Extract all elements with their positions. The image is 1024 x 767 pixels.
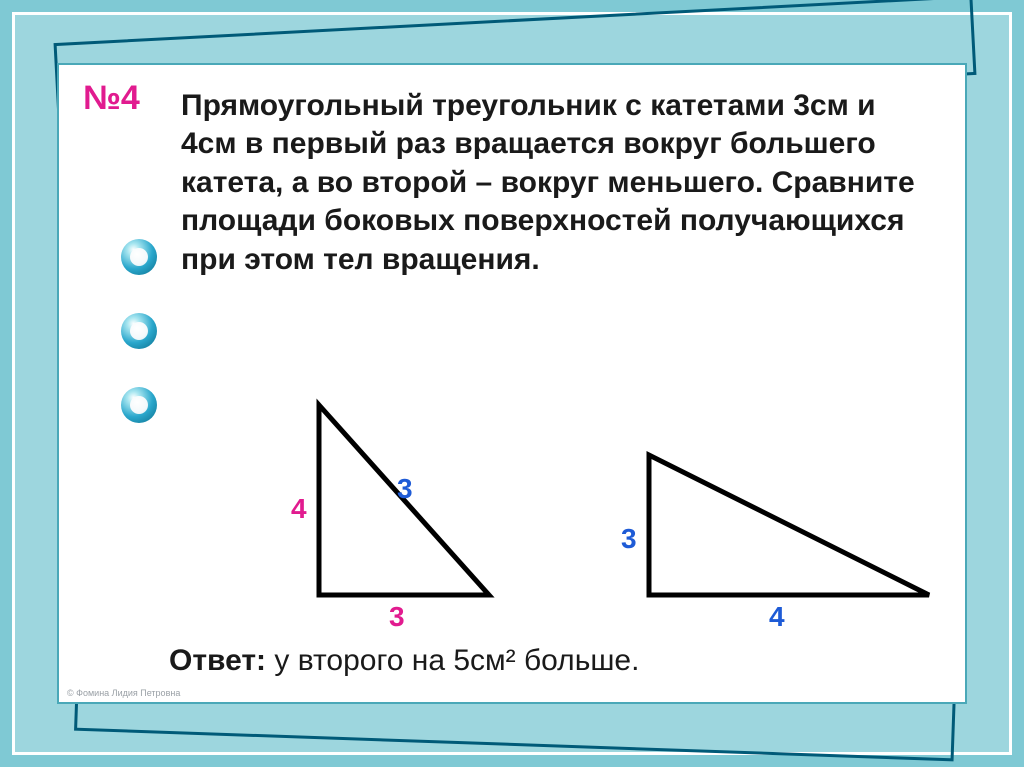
label-left-base: 3 [389,601,405,633]
label-right-vertical: 3 [621,523,637,555]
bullet-icon [121,313,157,349]
diagram-area: 4 3 3 3 4 [229,395,929,645]
answer-line: Ответ: у второго на 5см² больше. [169,644,639,678]
problem-number: №4 [83,79,140,118]
bullet-column [121,239,157,423]
bullet-icon [121,387,157,423]
triangle-right [649,455,929,595]
slide-card: №4 Прямоугольный треугольник с катетами … [57,63,967,704]
answer-text: у второго на 5см² больше. [266,644,639,677]
credit-text: © Фомина Лидия Петровна [67,688,180,698]
outer-frame: №4 Прямоугольный треугольник с катетами … [12,12,1012,755]
answer-label: Ответ: [169,644,266,677]
triangles-svg [229,395,949,645]
bullet-icon [121,239,157,275]
label-left-hyp: 3 [397,473,413,505]
label-left-vertical: 4 [291,493,307,525]
label-right-base: 4 [769,601,785,633]
problem-text: Прямоугольный треугольник с катетами 3см… [181,87,937,279]
